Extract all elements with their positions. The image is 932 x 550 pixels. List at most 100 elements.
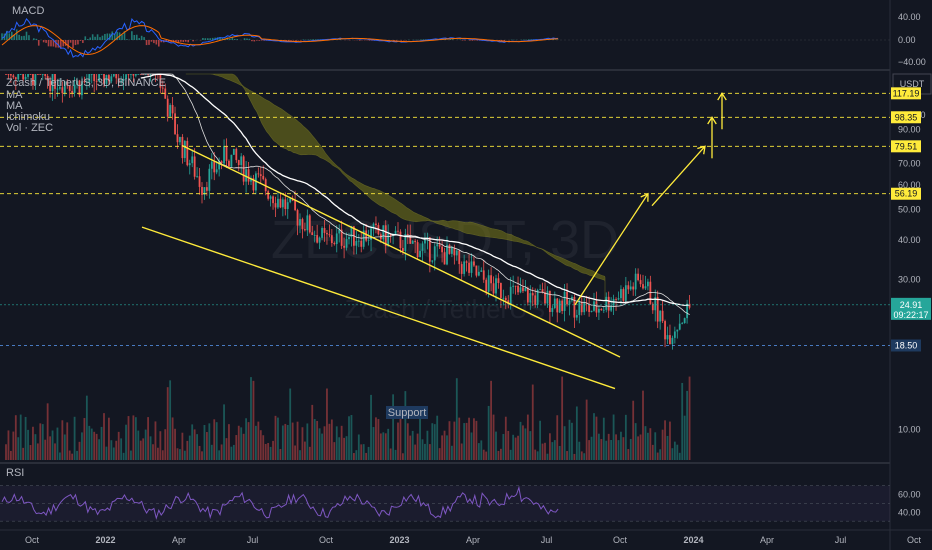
candle-body [323,228,326,233]
upper-trendline [181,144,621,358]
macd-panel [0,18,890,58]
volume-bar [90,428,93,460]
volume-bar [598,433,600,460]
candle-body [7,74,10,75]
volume-bar [372,427,375,460]
macd-histogram-bar [57,40,60,48]
volume-bar [286,424,289,460]
candle-body [431,260,434,262]
volume-bar [215,422,218,460]
volume-bar [333,442,336,460]
projection-arrowhead [697,145,706,155]
candle-body [338,229,341,234]
candle-body [607,296,610,311]
candle-body [455,250,458,256]
indicator-ma-1[interactable]: MA [6,89,23,101]
candle-body [230,154,233,167]
volume-bar [664,420,666,460]
volume-bar [32,426,34,460]
candle-body [32,74,34,86]
candle-body [88,74,91,83]
candle-body [311,232,314,236]
macd-histogram-bar [192,40,194,42]
candle-body [330,235,333,244]
candle-body [563,291,566,311]
volume-bar [120,438,123,460]
volume-bar [306,423,309,460]
candle-body [561,300,564,311]
volume-bar [637,436,639,460]
volume-bar [340,425,343,460]
candle-body [593,301,595,311]
currency-button-label[interactable]: USDT [900,79,925,89]
volume-bar [536,451,539,460]
price-axis-label: 30.00 [898,274,921,284]
candle-body [108,75,110,82]
candle-body [49,80,51,92]
candle-body [220,161,223,164]
volume-bar [71,453,74,460]
macd-histogram-bar [295,40,297,41]
volume-bar [446,435,448,460]
volume-bar [19,414,22,460]
candle-body [487,275,490,292]
volume-bar [127,416,130,460]
volume-bar [541,443,544,460]
candle-body [139,74,142,75]
volume-bar [191,424,194,460]
candle-body [267,191,270,199]
macd-histogram-bar [140,35,143,40]
candle-body [188,163,191,166]
volume-bar [245,418,247,460]
volume-bar [257,421,260,460]
indicator-volume[interactable]: Vol · ZEC [6,122,53,134]
volume-bar [328,423,331,460]
macd-histogram-bar [64,40,67,46]
price-tag: 79.51 [895,141,918,151]
candle-body [95,81,98,82]
candle-body [78,80,81,96]
volume-bar [262,435,265,460]
candle-body [458,250,461,265]
volume-bar [600,439,603,460]
lower-trendline [141,226,616,390]
candle-body [546,290,549,304]
volume-bar [44,439,47,460]
candle-body [451,247,453,254]
macd-histogram-bar [469,40,471,41]
candle-body [34,74,37,86]
indicator-ichimoku[interactable]: Ichimoku [6,111,50,123]
pair-label[interactable]: Zcash / TetherUS, 3D, BINANCE [6,77,166,89]
macd-histogram-bar [86,39,89,40]
indicator-ma-2[interactable]: MA [6,100,23,112]
candle-body [463,261,466,274]
candle-body [313,235,316,236]
volume-bar [235,435,238,460]
volume-bar [24,416,27,460]
candle-body [495,278,497,294]
volume-bar [583,453,586,460]
volume-bar [161,450,164,460]
candle-body [529,293,532,303]
projection-arrowhead [717,92,727,101]
macd-histogram-bar [153,40,155,44]
macd-histogram-bar [18,34,20,40]
volume-bar [517,435,519,460]
candle-body [81,81,83,96]
candle-body [524,287,527,292]
candle-body [526,287,529,303]
candle-body [411,240,414,244]
volume-bar [169,380,172,460]
candle-body [541,289,544,293]
volume-bar [188,435,191,460]
candle-body [29,74,32,75]
candle-body [83,81,86,83]
volume-bar [659,449,662,460]
candle-body [500,283,502,298]
volume-bar [149,436,152,460]
volume-bar [56,427,59,460]
volume-bar [671,448,674,460]
price-tag: 56.19 [895,189,918,199]
